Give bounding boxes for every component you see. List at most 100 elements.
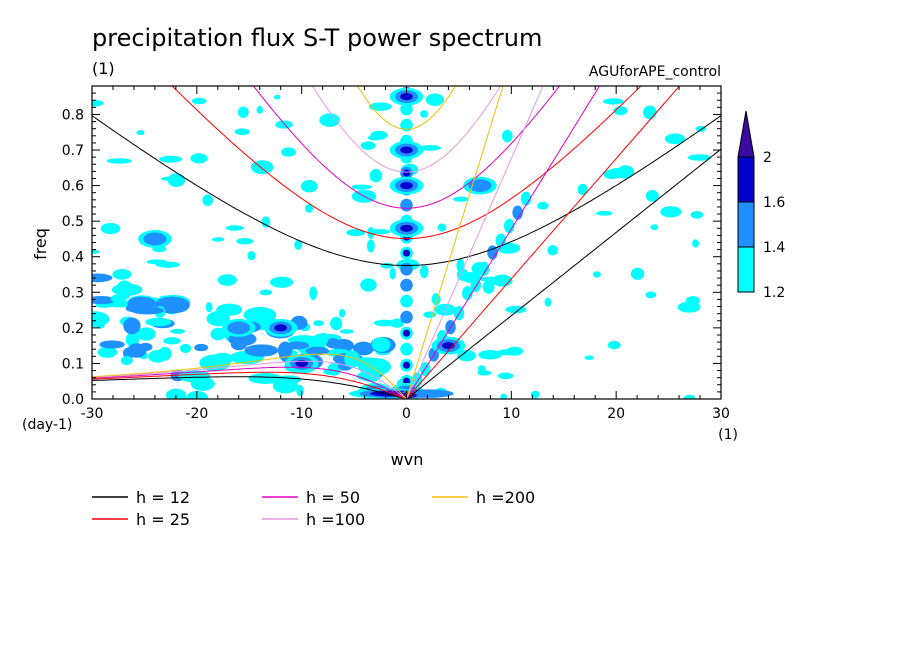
contour-blob bbox=[272, 378, 298, 394]
contour-blob bbox=[148, 235, 162, 243]
contour-blob bbox=[643, 105, 657, 120]
x-tick-label: -10 bbox=[290, 406, 313, 422]
contour-blob bbox=[400, 146, 413, 154]
contour-blob bbox=[230, 337, 248, 351]
contour-blob bbox=[607, 168, 627, 179]
contour-blob bbox=[110, 294, 127, 303]
run-label: AGUforAPE_control bbox=[589, 64, 721, 80]
contour-blob bbox=[478, 261, 490, 276]
contour-blob bbox=[111, 283, 143, 296]
contour-blob bbox=[170, 328, 185, 334]
contour-blob bbox=[692, 239, 700, 248]
x-tick-label: 0 bbox=[402, 406, 411, 422]
rossby-curve bbox=[92, 366, 407, 399]
y-tick-label: 0.3 bbox=[62, 285, 84, 301]
contour-blob bbox=[400, 294, 413, 308]
contour-blob bbox=[275, 120, 293, 129]
contour-blob bbox=[400, 224, 413, 232]
contour-blob bbox=[420, 109, 429, 118]
contour-blob bbox=[318, 332, 329, 346]
contour-blob bbox=[607, 340, 621, 350]
contour-blob bbox=[112, 269, 132, 280]
contour-blob bbox=[294, 239, 303, 250]
contour-blob bbox=[482, 280, 495, 294]
contour-blob bbox=[237, 106, 249, 118]
contour-blob bbox=[309, 286, 318, 300]
contour-blob bbox=[159, 155, 183, 163]
contour-blob bbox=[346, 229, 366, 237]
contour-blob bbox=[547, 244, 559, 256]
contour-blob bbox=[400, 182, 413, 190]
contour-blob bbox=[232, 324, 246, 332]
y-tick-label: 0.6 bbox=[62, 179, 84, 195]
contour-blob bbox=[683, 394, 696, 399]
contour-blob bbox=[216, 303, 243, 316]
contour-blob bbox=[512, 205, 523, 220]
contour-blob bbox=[351, 184, 373, 190]
contour-blob bbox=[194, 343, 209, 352]
y-unit-label: (day-1) bbox=[22, 417, 72, 433]
colorbar-label: 1.4 bbox=[763, 240, 785, 256]
contour-blob bbox=[660, 206, 682, 218]
contour-blob bbox=[453, 196, 469, 202]
contour-blob bbox=[687, 154, 712, 161]
contour-blob bbox=[530, 390, 540, 399]
contour-blob bbox=[178, 370, 211, 383]
contour-blob bbox=[217, 274, 237, 286]
contour-blob bbox=[677, 301, 701, 313]
contour-blob bbox=[502, 129, 513, 143]
contour-blob bbox=[125, 304, 144, 313]
contour-blob bbox=[520, 191, 532, 206]
y-axis-label: freq bbox=[31, 228, 50, 260]
contour-blob bbox=[645, 190, 659, 202]
contour-blob bbox=[285, 341, 310, 350]
contour-blob bbox=[371, 337, 391, 352]
contour-blob bbox=[592, 271, 601, 278]
contour-blob bbox=[400, 262, 413, 276]
colorbar-label: 1.2 bbox=[763, 285, 785, 301]
contour-blob bbox=[305, 346, 330, 356]
kelvin-curve bbox=[406, 86, 544, 399]
contour-blob bbox=[92, 273, 113, 283]
contour-blob bbox=[373, 319, 395, 327]
x-unit-label: (1) bbox=[718, 427, 738, 443]
legend-label: h =200 bbox=[476, 488, 535, 507]
kelvin-curve bbox=[406, 148, 721, 399]
contour-blob bbox=[274, 324, 287, 332]
contour-blob bbox=[92, 295, 116, 305]
contour-blob bbox=[210, 327, 226, 341]
contour-blob bbox=[179, 343, 192, 353]
contour-blob bbox=[456, 258, 465, 273]
contour-blob bbox=[544, 297, 552, 307]
contour-blob bbox=[148, 350, 167, 363]
x-axis: -30 -20 -10 0 10 20 30 bbox=[81, 86, 730, 422]
contour-blob bbox=[630, 267, 645, 280]
gravity-curve bbox=[357, 86, 456, 130]
contour-blob bbox=[327, 362, 342, 376]
contour-blob bbox=[402, 361, 411, 369]
x-tick-label: -30 bbox=[81, 406, 104, 422]
contour-blob bbox=[92, 249, 100, 254]
contour-blob bbox=[136, 130, 145, 136]
contour-blob bbox=[400, 93, 413, 101]
rossby-curve bbox=[92, 376, 407, 399]
contour-blob bbox=[537, 201, 549, 210]
contour-blob bbox=[503, 218, 515, 234]
contour-blob bbox=[478, 349, 502, 360]
contour-blob bbox=[236, 238, 254, 245]
colorbar-label: 1.6 bbox=[763, 195, 785, 211]
contour-blob bbox=[411, 372, 423, 387]
contour-blob bbox=[269, 276, 294, 288]
y-tick-label: 0.5 bbox=[62, 214, 84, 230]
y-tick-label: 0.1 bbox=[62, 356, 84, 372]
contour-blob bbox=[243, 306, 277, 323]
contour-blob bbox=[645, 291, 657, 299]
colorbar: 1.2 1.4 1.6 2 bbox=[737, 110, 785, 301]
contour-blob bbox=[457, 349, 477, 362]
rossby-curve bbox=[92, 371, 407, 399]
contour-blob bbox=[354, 357, 379, 369]
contour-blob bbox=[256, 105, 263, 114]
contour-blob bbox=[106, 158, 132, 164]
contour-blob bbox=[419, 264, 429, 279]
